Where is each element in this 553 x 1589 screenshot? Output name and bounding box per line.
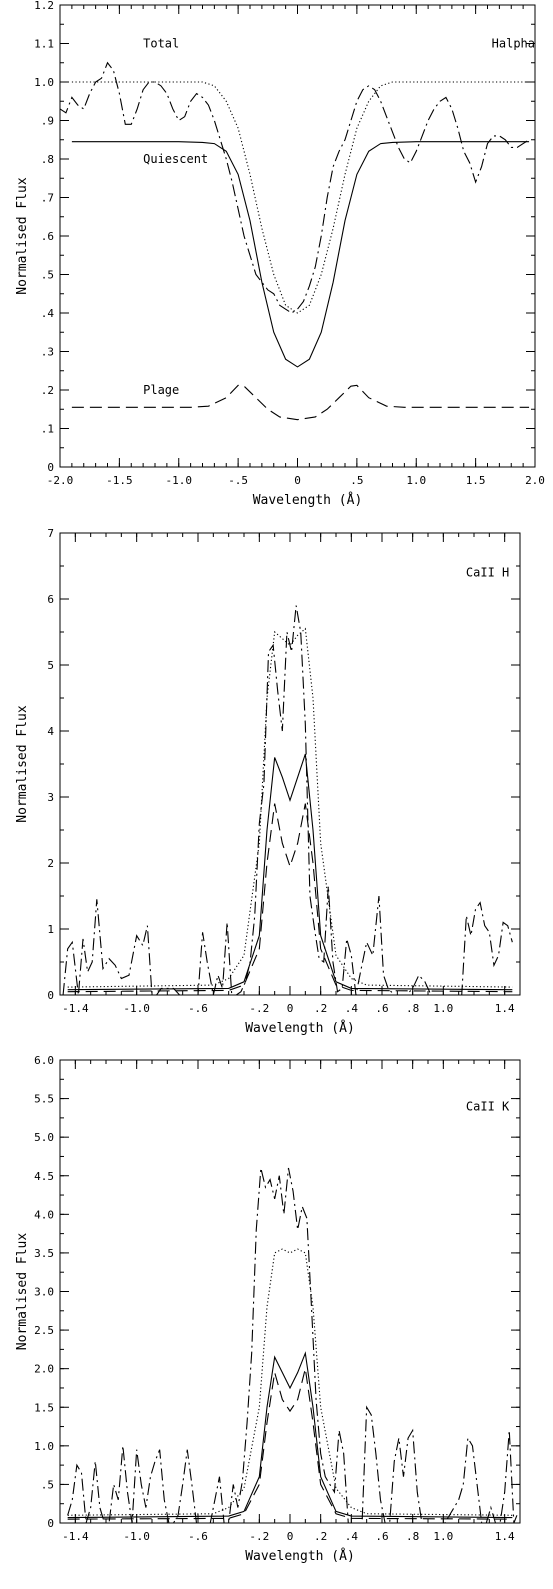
x-tick-label: .8 xyxy=(406,1530,419,1543)
x-axis-label: Wavelength (Å) xyxy=(245,1548,355,1564)
x-axis-label: Wavelength (Å) xyxy=(245,1020,355,1036)
annotation-quiescent: Quiescent xyxy=(143,152,208,166)
y-tick-label: 4.5 xyxy=(34,1170,54,1183)
y-axis-label: Normalised Flux xyxy=(15,177,30,295)
x-tick-label: 1.0 xyxy=(406,474,426,487)
x-tick-label: -1.0 xyxy=(123,1530,150,1543)
series-quiescent xyxy=(67,753,513,991)
y-tick-label: .4 xyxy=(41,307,55,320)
series-quiescent xyxy=(67,1351,513,1519)
x-tick-label: .5 xyxy=(350,474,363,487)
series-plage xyxy=(67,1368,513,1520)
x-tick-label: -.6 xyxy=(188,1002,208,1015)
y-tick-label: 1 xyxy=(47,923,54,936)
y-tick-label: 1.0 xyxy=(34,76,54,89)
y-tick-label: 0 xyxy=(47,1517,54,1530)
y-tick-label: 6.0 xyxy=(34,1054,54,1067)
series-observed xyxy=(62,605,513,996)
y-tick-label: .5 xyxy=(41,1478,54,1491)
chart-panel-caii-h: -1.4 -1.0 -.6 -.2 0 .2 .4 .6 .8 1.0 1.4 0 1 2 3 4 5 6 7 Wav… xyxy=(15,527,521,1036)
series-total xyxy=(67,627,513,988)
x-tick-label: 0 xyxy=(287,1530,294,1543)
x-tick-label: -1.0 xyxy=(123,1002,150,1015)
y-tick-label: 3.0 xyxy=(34,1286,54,1299)
annotation-halpha: Halpha xyxy=(492,37,535,51)
series-total xyxy=(71,81,530,314)
y-tick-label: .3 xyxy=(41,346,54,359)
x-tick-label: .8 xyxy=(406,1002,419,1015)
annotation-caii-h: CaII H xyxy=(466,566,509,580)
y-tick-label: 4 xyxy=(47,725,54,738)
y-tick-label: .9 xyxy=(41,115,54,128)
y-tick-label: 1.0 xyxy=(34,1440,54,1453)
x-tick-label: -1.0 xyxy=(166,474,193,487)
annotation-total: Total xyxy=(143,37,179,51)
x-tick-label: -.2 xyxy=(249,1002,269,1015)
x-tick-label: 1.4 xyxy=(495,1002,515,1015)
chart-panel-caii-k: -1.4 -1.0 -.6 -.2 0 .2 .4 .6 .8 1.0 1.4 0 .5 1.0 1.5 2.… xyxy=(15,1054,521,1564)
x-tick-label: -1.4 xyxy=(62,1530,89,1543)
series-plage xyxy=(67,803,513,993)
x-tick-label: 0 xyxy=(287,1002,294,1015)
series-observed xyxy=(67,1167,518,1524)
x-tick-label: 1.5 xyxy=(466,474,486,487)
x-tick-label: 2.0 xyxy=(525,474,545,487)
x-tick-label: -1.5 xyxy=(106,474,133,487)
x-tick-label: -1.4 xyxy=(62,1002,89,1015)
y-tick-label: .5 xyxy=(41,269,54,282)
y-tick-label: .1 xyxy=(41,423,54,436)
y-tick-label: 2.0 xyxy=(34,1363,54,1376)
x-axis-label: Wavelength (Å) xyxy=(253,492,363,508)
y-tick-label: .7 xyxy=(41,192,54,205)
plot-frame xyxy=(59,1059,521,1524)
x-tick-label: 1.0 xyxy=(433,1002,453,1015)
x-tick-label: .4 xyxy=(345,1530,359,1543)
x-tick-label: .2 xyxy=(314,1002,327,1015)
y-tick-label: .8 xyxy=(41,153,54,166)
x-tick-label: .6 xyxy=(375,1002,388,1015)
x-tick-label: 1.0 xyxy=(433,1530,453,1543)
y-tick-label: 2 xyxy=(47,857,54,870)
annotation-caii-k: CaII K xyxy=(466,1099,510,1113)
series-quiescent xyxy=(71,141,530,368)
y-tick-label: 5 xyxy=(47,659,54,672)
x-tick-label: -.5 xyxy=(228,474,248,487)
y-tick-label: 1.1 xyxy=(34,38,54,51)
plot-frame xyxy=(59,4,536,468)
series-plage xyxy=(71,384,530,421)
y-tick-label: 5.5 xyxy=(34,1093,54,1106)
y-tick-label: .6 xyxy=(41,230,54,243)
series-total xyxy=(67,1248,513,1516)
x-tick-label: .6 xyxy=(375,1530,388,1543)
x-tick-label: .4 xyxy=(345,1002,359,1015)
x-tick-label: -.2 xyxy=(249,1530,269,1543)
y-tick-label: 0 xyxy=(47,461,54,474)
x-tick-label: 0 xyxy=(294,474,301,487)
y-tick-label: 2.5 xyxy=(34,1324,54,1337)
y-tick-label: 1.2 xyxy=(34,0,54,12)
y-tick-label: 7 xyxy=(47,527,54,540)
series-observed xyxy=(59,61,530,314)
x-tick-label: -2.0 xyxy=(47,474,74,487)
y-tick-label: 1.5 xyxy=(34,1401,54,1414)
y-tick-label: 3.5 xyxy=(34,1247,54,1260)
y-tick-label: 4.0 xyxy=(34,1208,54,1221)
annotation-plage: Plage xyxy=(143,383,179,397)
y-tick-label: 5.0 xyxy=(34,1131,54,1144)
chart-panel-halpha: -2.0 -1.5 -1.0 -.5 0 .5 1.0 1.5 2.0 0 .1 .2 .3 .4 .5 .6… xyxy=(15,0,545,508)
y-tick-label: .2 xyxy=(41,384,54,397)
y-tick-label: 0 xyxy=(47,989,54,1002)
x-tick-label: .2 xyxy=(314,1530,327,1543)
y-tick-label: 3 xyxy=(47,791,54,804)
x-tick-label: -.6 xyxy=(188,1530,208,1543)
x-tick-label: 1.4 xyxy=(495,1530,515,1543)
plot-frame xyxy=(59,532,521,996)
y-tick-label: 6 xyxy=(47,593,54,606)
y-axis-label: Normalised Flux xyxy=(15,705,30,823)
y-axis-label: Normalised Flux xyxy=(15,1233,30,1351)
